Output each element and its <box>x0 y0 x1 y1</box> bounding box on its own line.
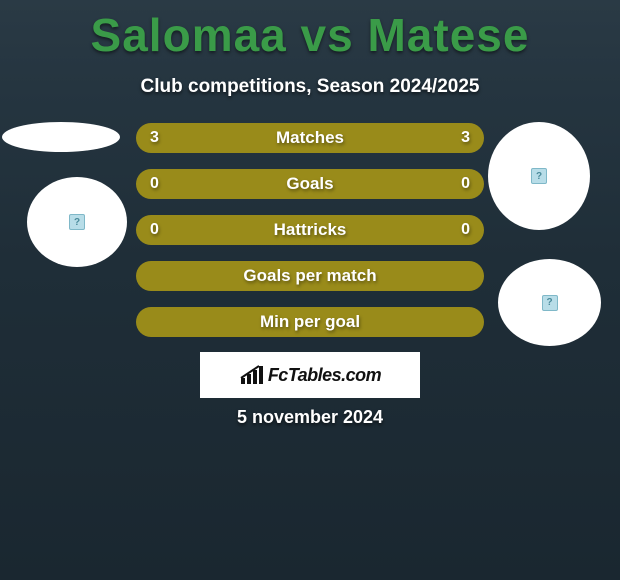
stat-label: Min per goal <box>136 312 484 332</box>
team-logo-left: ? <box>27 177 127 267</box>
subtitle: Club competitions, Season 2024/2025 <box>0 76 620 98</box>
stat-row: 3 Matches 3 <box>136 123 484 153</box>
placeholder-icon: ? <box>542 295 558 311</box>
stat-label: Goals <box>136 174 484 194</box>
fctables-text: FcTables.com <box>268 365 381 386</box>
decorative-ellipse <box>2 122 120 152</box>
placeholder-icon: ? <box>531 168 547 184</box>
stat-label: Goals per match <box>136 266 484 286</box>
stat-row: Min per goal <box>136 307 484 337</box>
fctables-logo: FcTables.com <box>239 364 381 386</box>
stats-container: 3 Matches 3 0 Goals 0 0 Hattricks 0 Goal… <box>136 123 484 353</box>
team-logo-right-bottom: ? <box>498 259 601 346</box>
stat-label: Hattricks <box>136 220 484 240</box>
fctables-badge: FcTables.com <box>200 352 420 398</box>
chart-icon <box>239 364 265 386</box>
team-logo-right-top: ? <box>488 122 590 230</box>
placeholder-icon: ? <box>69 214 85 230</box>
stat-row: 0 Hattricks 0 <box>136 215 484 245</box>
date-label: 5 november 2024 <box>0 407 620 428</box>
stat-row: Goals per match <box>136 261 484 291</box>
stat-label: Matches <box>136 128 484 148</box>
stat-row: 0 Goals 0 <box>136 169 484 199</box>
page-title: Salomaa vs Matese <box>0 0 620 62</box>
